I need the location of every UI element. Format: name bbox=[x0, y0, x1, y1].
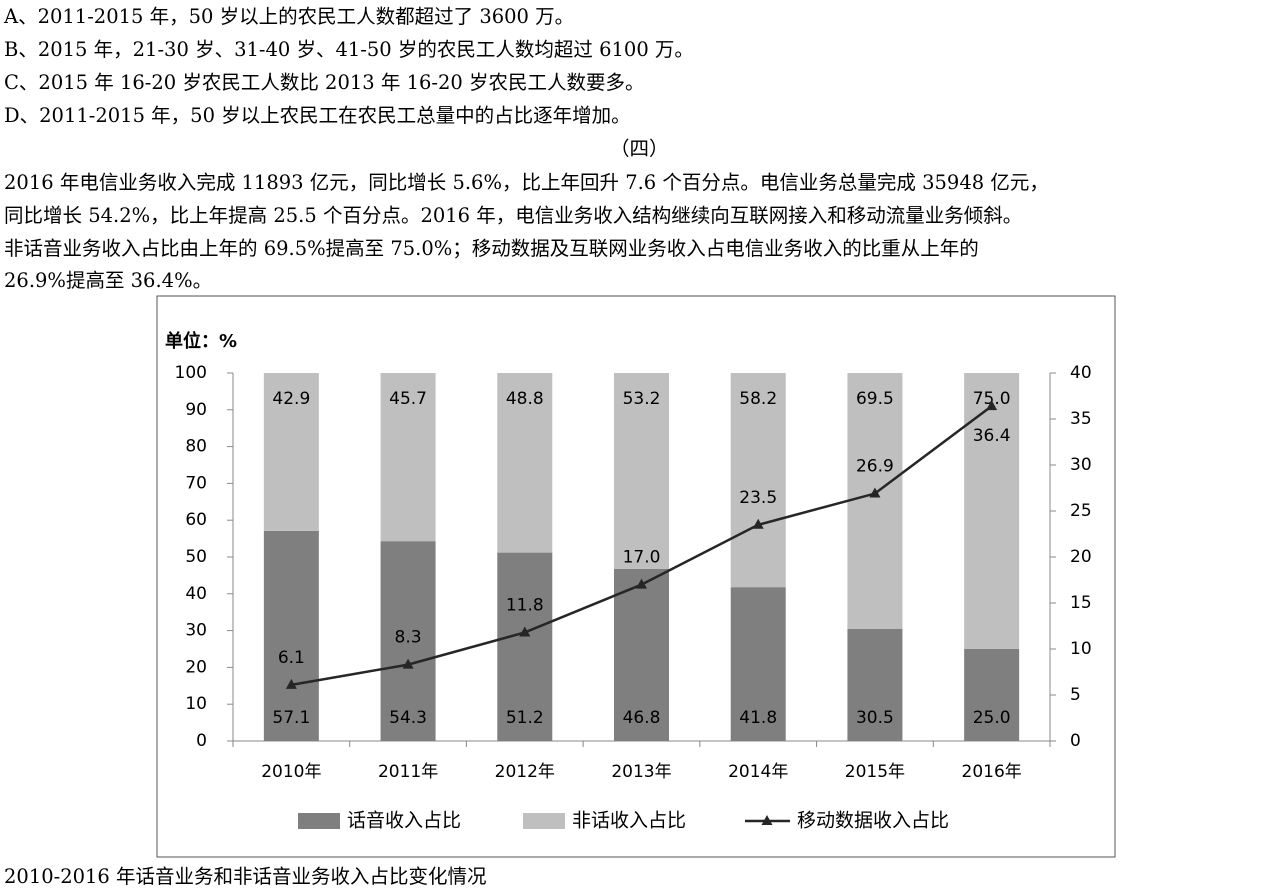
bar bbox=[964, 649, 1020, 741]
bar-value-label: 46.8 bbox=[623, 708, 661, 728]
bar-value-label: 69.5 bbox=[856, 389, 894, 409]
y2-tick-label: 35 bbox=[1070, 409, 1092, 429]
bar bbox=[497, 552, 553, 741]
paragraph-line: 2016 年电信业务收入完成 11893 亿元，同比增长 5.6%，比上年回升 … bbox=[4, 171, 1049, 194]
y-tick-label: 30 bbox=[185, 621, 207, 641]
y2-tick-label: 20 bbox=[1070, 547, 1092, 567]
line-marker bbox=[752, 518, 764, 529]
x-tick-label: 2013年 bbox=[611, 762, 671, 782]
bar-value-label: 30.5 bbox=[856, 708, 894, 728]
bar-value-label: 42.9 bbox=[272, 389, 310, 409]
bar bbox=[614, 373, 669, 569]
paragraph-line: 26.9%提高至 36.4%。 bbox=[4, 269, 213, 292]
paragraph-line: 同比增长 54.2%，比上年提高 25.5 个百分点。2016 年，电信业务收入… bbox=[4, 204, 1023, 227]
bar-value-label: 51.2 bbox=[506, 708, 544, 728]
section-title: （四） bbox=[610, 137, 669, 160]
x-tick-label: 2010年 bbox=[261, 762, 321, 782]
x-tick-label: 2012年 bbox=[495, 762, 555, 782]
line-marker bbox=[869, 487, 881, 498]
line-marker bbox=[402, 658, 414, 669]
legend-swatch bbox=[523, 813, 565, 829]
y2-tick-label: 0 bbox=[1070, 731, 1081, 751]
chart-title: 单位：% bbox=[165, 330, 237, 352]
x-tick-label: 2011年 bbox=[378, 762, 438, 782]
bar-value-label: 45.7 bbox=[389, 389, 427, 409]
y-tick-label: 40 bbox=[185, 584, 207, 604]
bar bbox=[730, 373, 786, 588]
y-tick-label: 10 bbox=[185, 694, 207, 714]
bar bbox=[847, 628, 903, 741]
bar bbox=[730, 587, 786, 741]
legend-swatch bbox=[298, 813, 340, 829]
y-tick-label: 20 bbox=[185, 657, 207, 677]
y-tick-label: 90 bbox=[185, 400, 207, 420]
bar-value-label: 41.8 bbox=[739, 708, 777, 728]
bar bbox=[847, 373, 903, 629]
legend-label: 移动数据收入占比 bbox=[797, 810, 949, 832]
paragraph-line: 非话音业务收入占比由上年的 69.5%提高至 75.0%；移动数据及互联网业务收… bbox=[4, 237, 979, 260]
line-value-label: 36.4 bbox=[973, 426, 1011, 446]
option: B、2015 年，21-30 岁、31-40 岁、41-50 岁的农民工人数均超… bbox=[4, 38, 694, 61]
y2-tick-label: 10 bbox=[1070, 639, 1092, 659]
line-value-label: 8.3 bbox=[395, 628, 422, 648]
x-tick-label: 2015年 bbox=[845, 762, 905, 782]
bar-value-label: 48.8 bbox=[506, 389, 544, 409]
y2-tick-label: 25 bbox=[1070, 501, 1092, 521]
option: C、2015 年 16-20 岁农民工人数比 2013 年 16-20 岁农民工… bbox=[4, 71, 645, 94]
bar-value-label: 53.2 bbox=[623, 389, 661, 409]
y2-tick-label: 30 bbox=[1070, 455, 1092, 475]
bar-value-label: 75.0 bbox=[973, 389, 1011, 409]
y-tick-label: 50 bbox=[185, 547, 207, 567]
bar bbox=[964, 373, 1020, 649]
caption: 2010-2016 年话音业务和非话音业务收入占比变化情况 bbox=[4, 865, 487, 888]
y-tick-label: 60 bbox=[185, 510, 207, 530]
line-marker bbox=[519, 626, 531, 637]
bar bbox=[497, 373, 553, 553]
bar-value-label: 57.1 bbox=[272, 708, 310, 728]
y-tick-label: 0 bbox=[196, 731, 207, 751]
option: D、2011-2015 年，50 岁以上农民工在农民工总量中的占比逐年增加。 bbox=[4, 104, 631, 127]
line-value-label: 6.1 bbox=[278, 648, 305, 668]
x-tick-label: 2016年 bbox=[962, 762, 1022, 782]
y2-tick-label: 40 bbox=[1070, 363, 1092, 383]
line-value-label: 26.9 bbox=[856, 457, 894, 477]
legend-marker bbox=[761, 815, 773, 825]
bar bbox=[263, 530, 319, 741]
x-tick-label: 2014年 bbox=[728, 762, 788, 782]
y-tick-label: 80 bbox=[185, 437, 207, 457]
line-marker bbox=[636, 578, 647, 589]
line-value-label: 17.0 bbox=[623, 548, 661, 568]
bar bbox=[614, 568, 669, 741]
legend-label: 非话收入占比 bbox=[572, 810, 686, 832]
line-marker bbox=[986, 400, 998, 411]
line-marker bbox=[285, 678, 297, 689]
option: A、2011-2015 年，50 岁以上的农民工人数都超过了 3600 万。 bbox=[4, 5, 575, 28]
y-tick-label: 100 bbox=[175, 363, 207, 383]
bar bbox=[380, 373, 436, 542]
bar-value-label: 54.3 bbox=[389, 708, 427, 728]
y2-tick-label: 15 bbox=[1070, 593, 1092, 613]
bar bbox=[263, 373, 319, 531]
bar bbox=[380, 541, 436, 741]
bar-value-label: 25.0 bbox=[973, 708, 1011, 728]
bar-value-label: 58.2 bbox=[739, 389, 777, 409]
line-value-label: 23.5 bbox=[739, 488, 777, 508]
y-tick-label: 70 bbox=[185, 473, 207, 493]
legend-label: 话音收入占比 bbox=[347, 810, 461, 832]
line-value-label: 11.8 bbox=[506, 595, 544, 615]
y2-tick-label: 5 bbox=[1070, 685, 1081, 705]
